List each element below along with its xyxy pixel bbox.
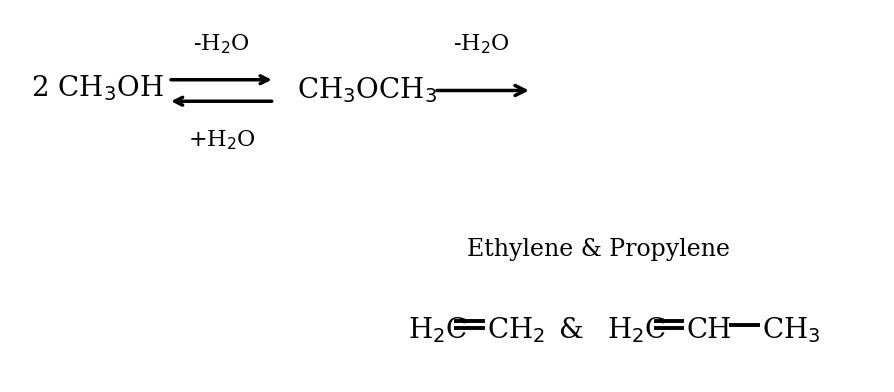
Text: CH: CH [686, 317, 731, 344]
Text: CH$_2$: CH$_2$ [487, 316, 544, 345]
Text: -H$_2$O: -H$_2$O [452, 33, 509, 56]
Text: -H$_2$O: -H$_2$O [193, 33, 249, 56]
Text: CH$_3$: CH$_3$ [762, 316, 820, 345]
Text: H$_2$C: H$_2$C [407, 316, 466, 345]
Text: CH$_3$OCH$_3$: CH$_3$OCH$_3$ [297, 76, 436, 105]
Text: 2 CH$_3$OH: 2 CH$_3$OH [30, 74, 164, 103]
Text: &: & [559, 317, 584, 344]
Text: H$_2$C: H$_2$C [606, 316, 665, 345]
Text: +H$_2$O: +H$_2$O [188, 129, 255, 152]
Text: Ethylene & Propylene: Ethylene & Propylene [466, 238, 729, 261]
